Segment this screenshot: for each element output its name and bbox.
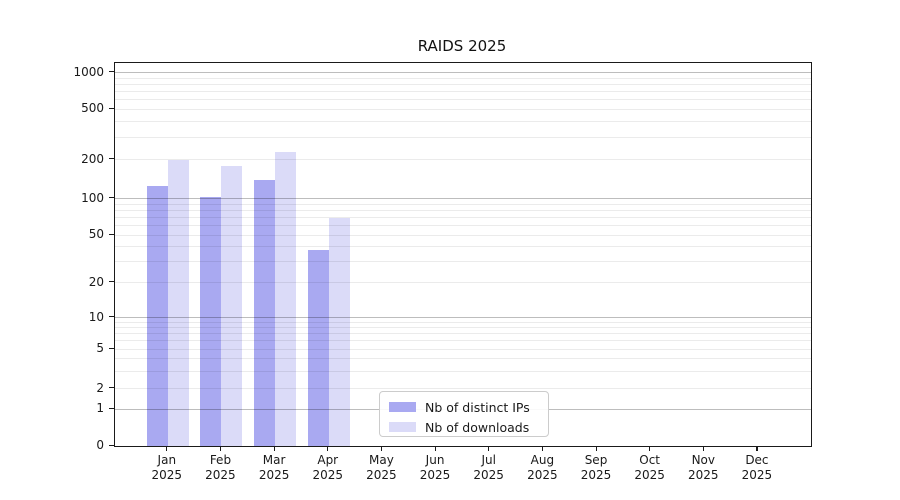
gridline — [115, 340, 811, 342]
gridline — [115, 261, 811, 263]
x-tick-label-oct: Oct 2025 — [634, 453, 665, 482]
gridline — [115, 217, 811, 219]
legend-label: Nb of distinct IPs — [425, 399, 530, 415]
x-tick-mark — [380, 446, 383, 451]
y-tick-label: 0 — [96, 438, 104, 452]
x-tick-mark — [327, 446, 329, 451]
x-tick-label-dec: Dec 2025 — [741, 453, 773, 482]
gridline — [115, 83, 811, 85]
bar-apr-ips — [307, 249, 329, 446]
gridline — [115, 327, 811, 329]
legend-item: Nb of downloads — [389, 418, 540, 436]
chart-title: RAIDS 2025 — [417, 37, 507, 55]
bar-apr-downloads — [328, 217, 350, 446]
gridline — [115, 358, 811, 360]
x-tick-mark — [488, 446, 490, 451]
y-tick-mark — [109, 387, 114, 389]
y-tick-mark — [109, 444, 114, 446]
legend-item: Nb of distinct IPs — [389, 398, 540, 416]
y-tick-mark — [109, 71, 114, 73]
bar-feb-ips — [200, 196, 222, 446]
gridline — [115, 136, 811, 138]
gridline — [115, 91, 811, 93]
gridline — [115, 282, 811, 284]
y-tick-label: 2 — [96, 380, 104, 395]
legend-label: Nb of downloads — [425, 419, 530, 435]
gridline — [115, 322, 811, 323]
x-tick-label-jan: Jan 2025 — [151, 453, 183, 482]
y-tick-label: 20 — [88, 274, 104, 289]
y-tick-label: 500 — [81, 101, 104, 116]
gridline — [115, 77, 811, 79]
y-tick-mark — [109, 107, 114, 109]
y-tick-mark — [109, 347, 114, 349]
bar-jan-downloads — [167, 159, 189, 446]
y-tick-mark — [109, 407, 114, 409]
x-tick-mark — [273, 446, 275, 451]
y-tick-label: 50 — [88, 227, 104, 242]
bar-mar-downloads — [275, 152, 297, 446]
gridline — [115, 225, 811, 227]
gridline — [115, 121, 811, 123]
gridline — [115, 234, 811, 236]
x-tick-label-aug: Aug 2025 — [527, 453, 558, 482]
gridline — [115, 388, 811, 390]
gridline — [115, 159, 811, 161]
x-tick-mark — [434, 446, 436, 451]
y-tick-mark — [109, 158, 114, 160]
legend-swatch — [389, 422, 416, 432]
x-tick-label-sep: Sep 2025 — [580, 453, 612, 482]
x-tick-label-feb: Feb 2025 — [205, 453, 236, 482]
legend-swatch — [389, 402, 416, 412]
y-tick-mark — [109, 281, 114, 283]
y-tick-mark — [109, 233, 114, 235]
x-tick-mark — [756, 446, 758, 451]
x-tick-mark — [541, 446, 544, 451]
x-tick-label-mar: Mar 2025 — [258, 453, 290, 482]
y-tick-mark — [109, 316, 114, 318]
x-tick-label-nov: Nov 2025 — [688, 453, 719, 482]
plot-area: Nb of distinct IPs Nb of downloads — [114, 62, 812, 447]
gridline — [115, 203, 811, 205]
gridline — [115, 246, 811, 248]
bar-feb-downloads — [221, 165, 243, 446]
gridline — [115, 108, 811, 110]
gridline — [115, 198, 811, 200]
y-tick-label: 100 — [81, 190, 104, 205]
x-tick-mark — [595, 446, 597, 451]
x-tick-mark — [219, 446, 222, 451]
gridline — [115, 348, 811, 350]
y-tick-label: 1000 — [73, 64, 104, 79]
y-tick-label: 5 — [96, 341, 104, 356]
y-tick-label: 10 — [88, 309, 104, 324]
x-tick-mark — [649, 446, 651, 451]
gridline — [115, 370, 811, 372]
gridline — [115, 99, 811, 101]
gridline — [115, 72, 811, 74]
y-tick-mark — [109, 197, 114, 199]
x-tick-mark — [702, 446, 704, 451]
x-tick-mark — [166, 446, 168, 451]
y-tick-label: 200 — [81, 151, 104, 166]
y-tick-label: 1 — [96, 401, 104, 416]
x-tick-label-jul: Jul 2025 — [473, 453, 504, 482]
x-tick-label-jun: Jun 2025 — [419, 453, 451, 482]
bar-jan-ips — [146, 186, 168, 446]
bar-mar-ips — [254, 179, 276, 446]
gridline — [115, 317, 811, 319]
gridline — [115, 209, 811, 211]
legend: Nb of distinct IPs Nb of downloads — [379, 391, 549, 437]
gridline — [115, 333, 811, 335]
x-tick-label-may: May 2025 — [366, 453, 397, 482]
x-tick-label-apr: Apr 2025 — [312, 453, 344, 482]
